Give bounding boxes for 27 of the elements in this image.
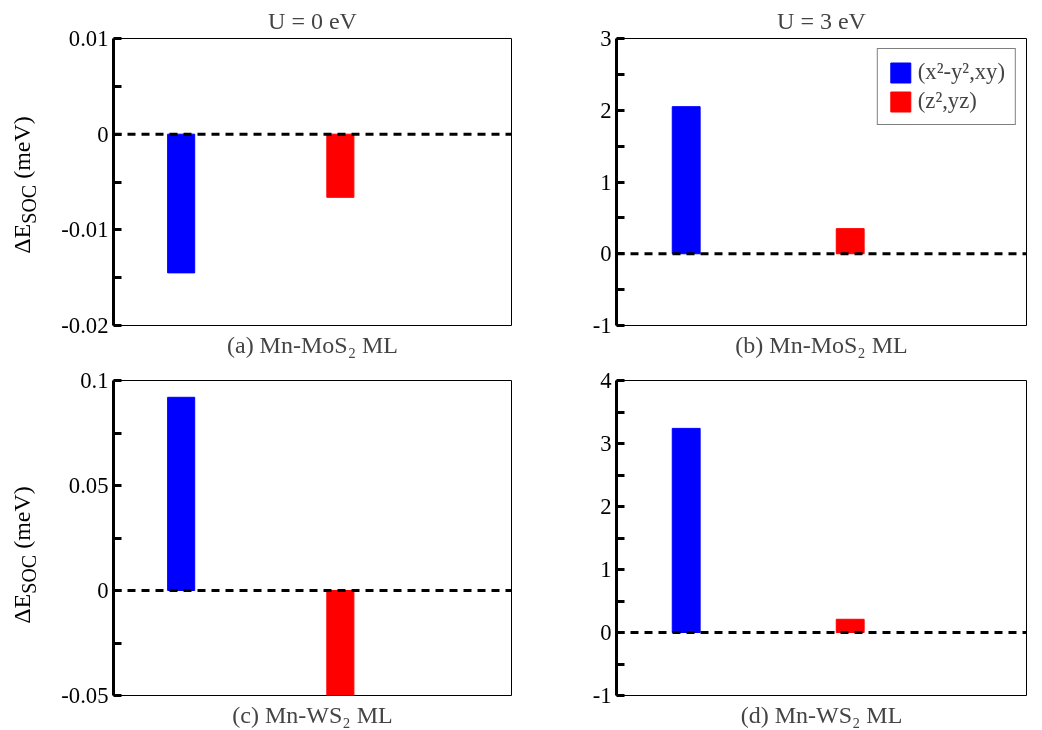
- y-tick-label: 0.05: [68, 473, 109, 498]
- y-tick-label: 2: [600, 97, 612, 123]
- x-axis-title: (c) Mn-WS₂ ML: [232, 701, 393, 728]
- y-tick-label: 0: [600, 241, 612, 267]
- legend-label: (x²-y²,xy): [917, 59, 1005, 85]
- y-tick-label: 2: [600, 494, 612, 519]
- y-tick-label: 1: [600, 557, 612, 582]
- y-tick-label: 0.1: [80, 368, 109, 393]
- y-tick-label: 0: [97, 121, 109, 147]
- y-tick-label: -0.02: [61, 313, 109, 338]
- y-tick-label: -0.05: [61, 683, 109, 708]
- chart-title: U = 3 eV: [777, 7, 867, 34]
- legend-label: (z²,yz): [917, 88, 977, 114]
- x-axis-title: (d) Mn-WS₂ ML: [740, 701, 903, 728]
- y-tick-label: 3: [600, 26, 612, 51]
- x-axis-title: (b) Mn-MoS₂ ML: [735, 331, 908, 358]
- y-tick-label: 0: [97, 578, 109, 603]
- y-tick-label: -1: [592, 313, 612, 338]
- y-tick-label: 0: [600, 620, 612, 645]
- x-axis-title: (a) Mn-MoS₂ ML: [226, 331, 399, 358]
- y-tick-label: -0.01: [61, 217, 109, 243]
- y-tick-label: 4: [600, 368, 612, 393]
- chart-title: U = 0 eV: [268, 7, 358, 34]
- y-tick-label: 1: [600, 169, 612, 195]
- y-tick-label: 0.01: [68, 26, 109, 51]
- y-tick-label: -1: [592, 683, 612, 708]
- y-tick-label: 3: [600, 431, 612, 456]
